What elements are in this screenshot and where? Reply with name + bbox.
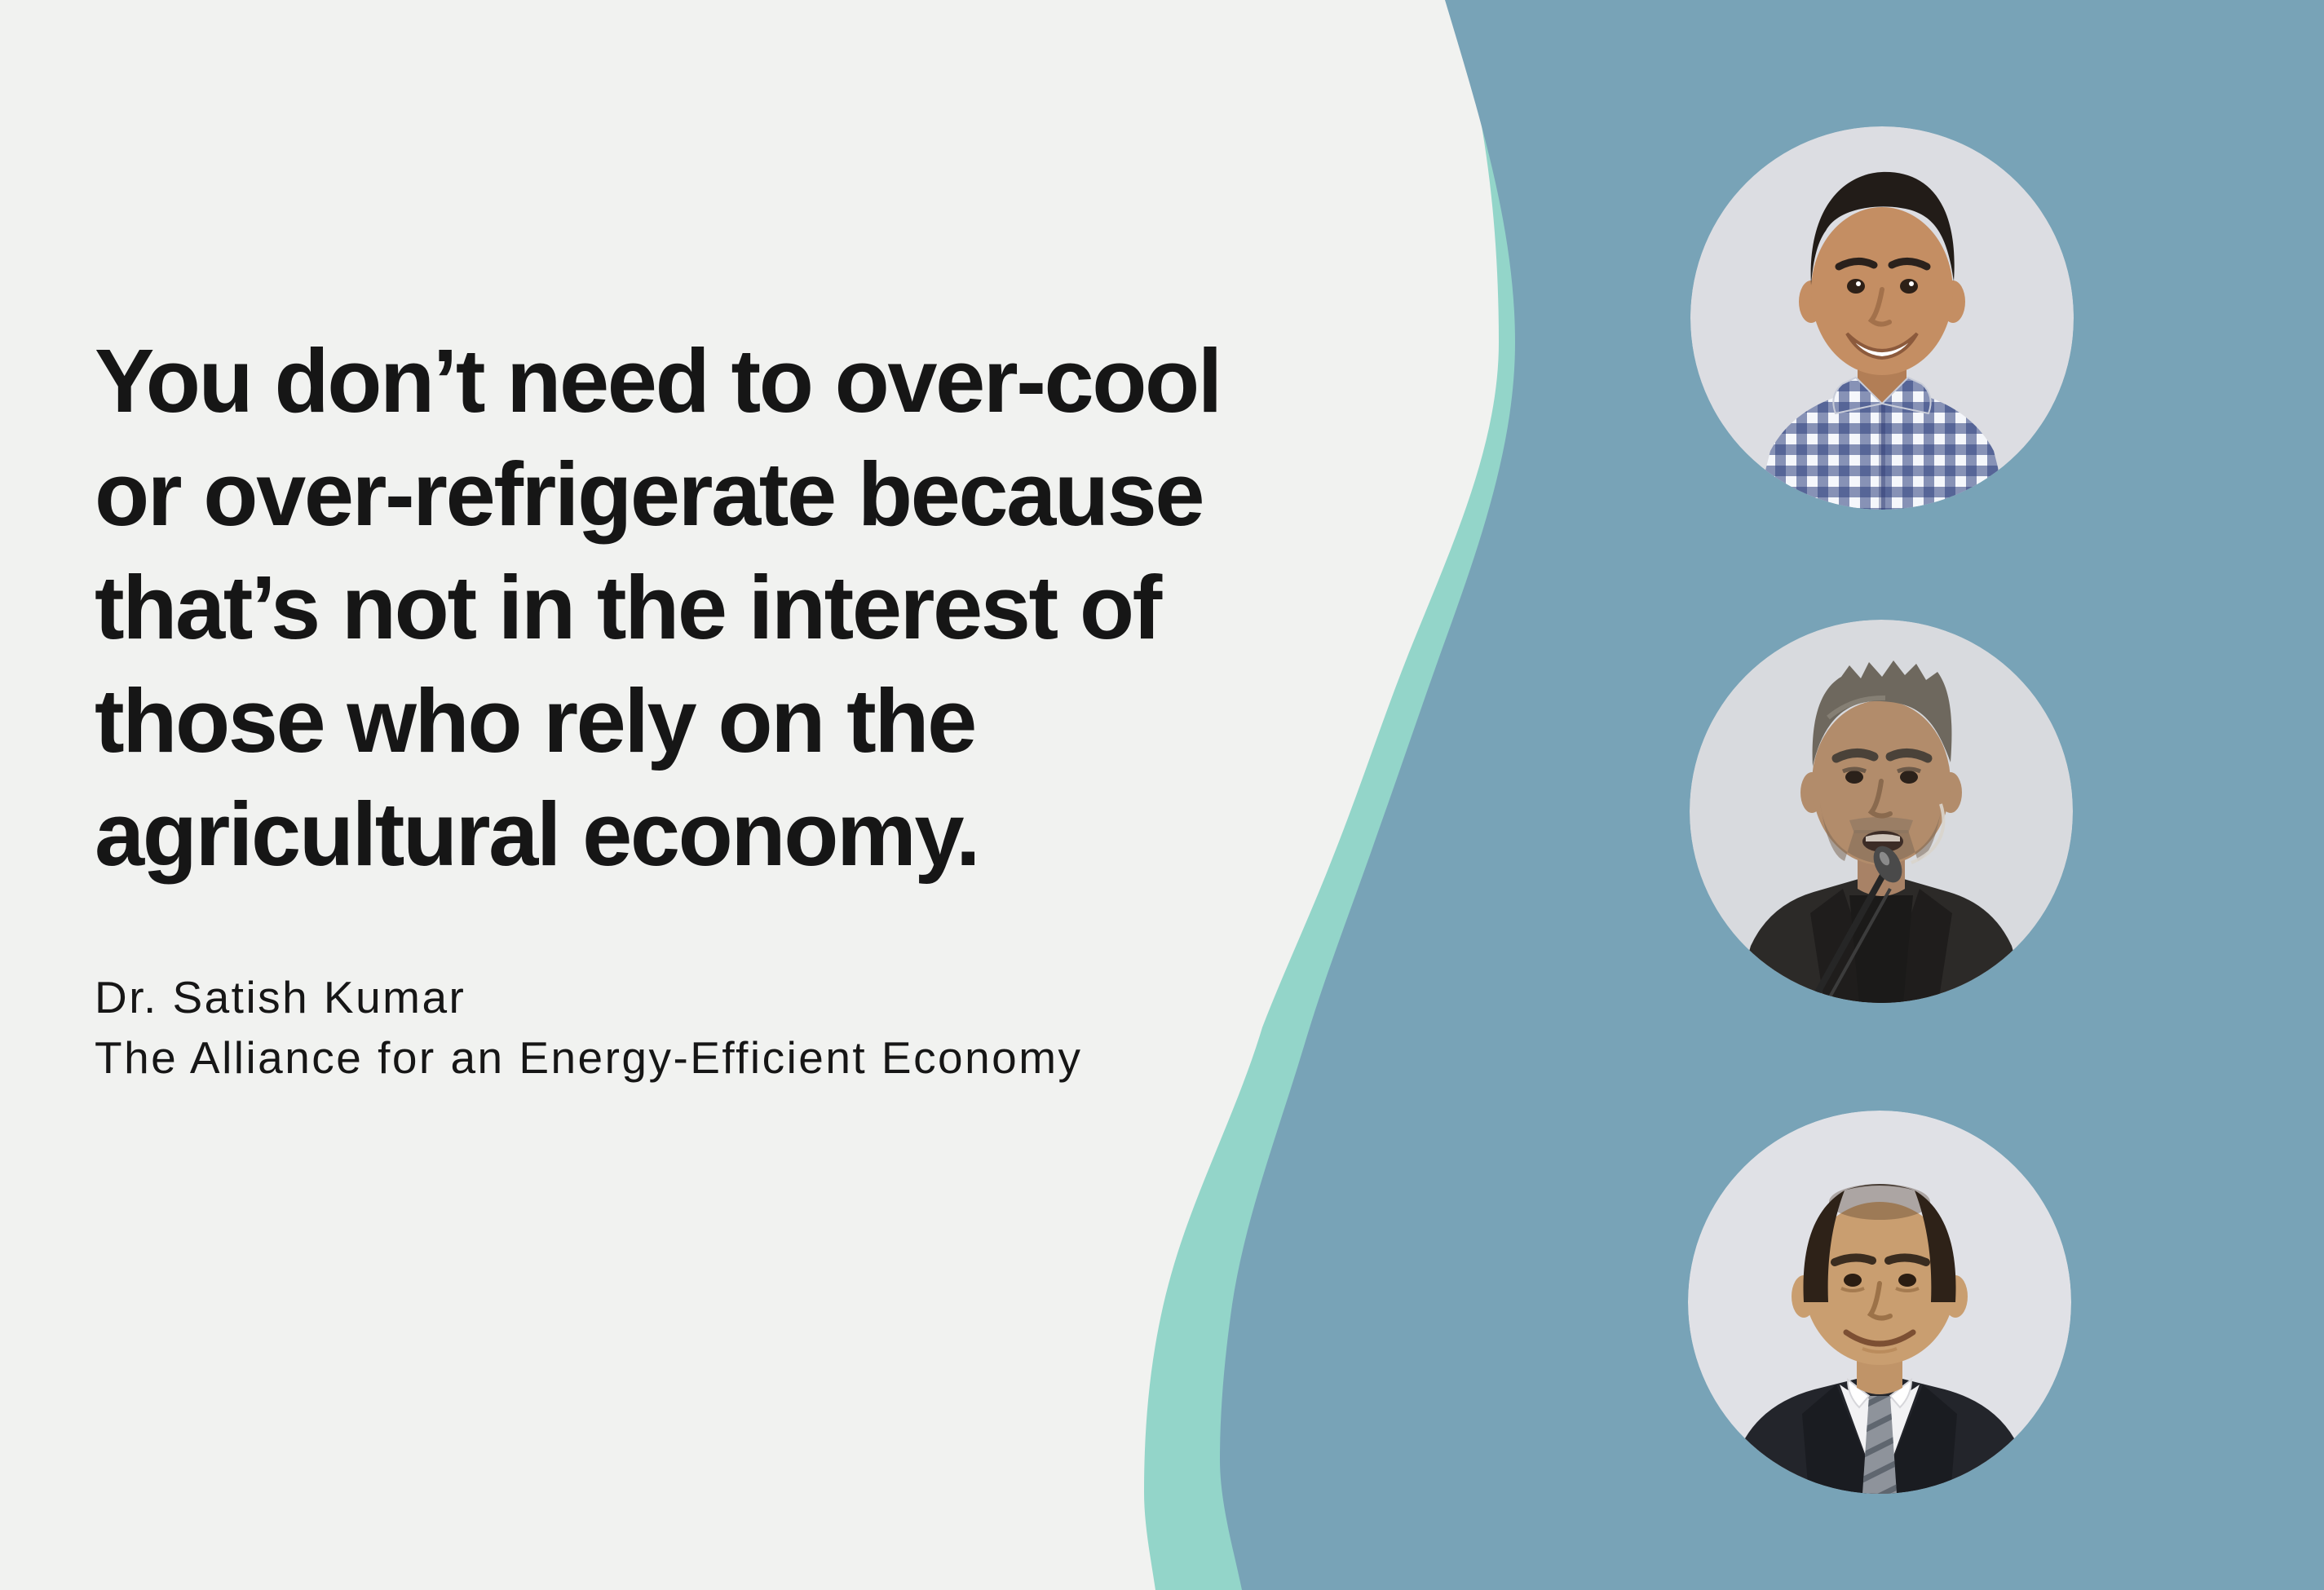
- avatar-2-hair: [1812, 660, 1952, 766]
- avatar-photo-2: [1690, 620, 2073, 1003]
- attribution-organization: The Alliance for an Energy-Efficient Eco…: [95, 1032, 1083, 1083]
- avatar-1-hair: [1810, 171, 1955, 285]
- avatar-1-smile: [1845, 332, 1919, 360]
- avatar-3-hair: [1803, 1190, 1845, 1302]
- avatar-3-smile: [1843, 1329, 1916, 1347]
- quote-text: You don’t need to over-cool or over-refr…: [95, 331, 1222, 885]
- avatar-1-shirt: [1756, 381, 2008, 510]
- attribution: Dr. Satish Kumar The Alliance for an Ene…: [95, 967, 1083, 1088]
- attribution-name: Dr. Satish Kumar: [95, 972, 466, 1022]
- avatar-photo-1: [1690, 126, 2074, 510]
- avatar-photo-3: [1688, 1111, 2071, 1494]
